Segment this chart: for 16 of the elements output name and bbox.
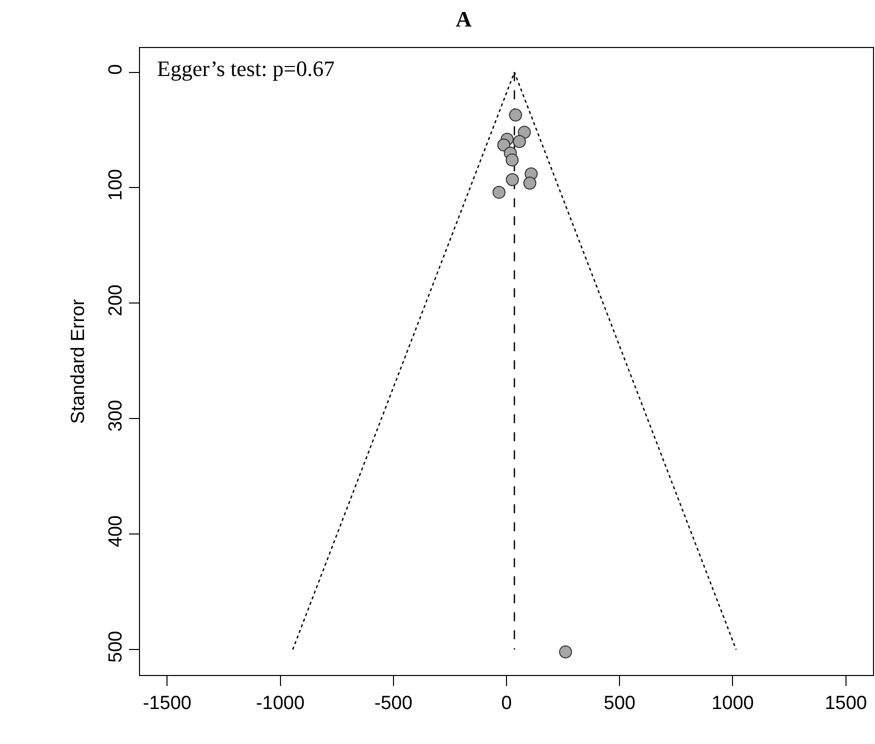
x-tick-label: -1500 bbox=[142, 692, 192, 714]
x-tick-label: -1000 bbox=[256, 692, 305, 714]
y-tick-label: 400 bbox=[105, 515, 126, 548]
x-tick-label: -500 bbox=[374, 692, 412, 714]
y-tick-label: 200 bbox=[105, 284, 126, 316]
x-tick-label: 0 bbox=[501, 692, 512, 714]
y-tick-label: 500 bbox=[105, 630, 126, 663]
y-tick-label: 100 bbox=[105, 169, 126, 201]
annotation: Egger’s test: p=0.67 bbox=[157, 56, 335, 81]
y-tick-label: 0 bbox=[105, 64, 126, 75]
x-tick-label: 1500 bbox=[824, 692, 867, 714]
y-tick-label: 300 bbox=[105, 400, 126, 432]
chart-title: A bbox=[456, 6, 472, 32]
x-tick-label: 500 bbox=[604, 692, 636, 714]
x-tick-label: 1000 bbox=[712, 692, 754, 714]
y-axis-title: Standard Error bbox=[68, 298, 90, 424]
